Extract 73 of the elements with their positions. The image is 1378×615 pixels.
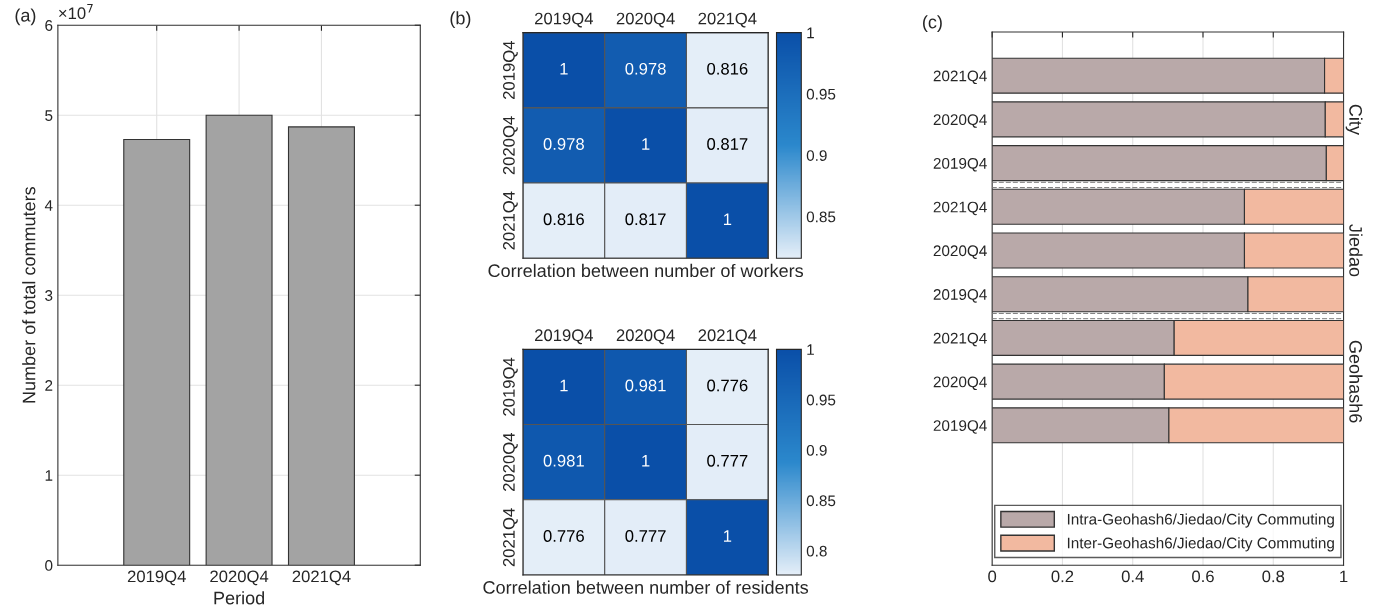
data-label: 0.981 <box>543 454 584 467</box>
y-axis-title: Number of total commuters <box>22 186 36 403</box>
legend-label: Intra-Geohash6/Jiedao/City Commuting <box>1067 513 1334 528</box>
y-tick-label: 2020Q4 <box>933 114 987 128</box>
x-tick-label: 0.4 <box>1121 570 1144 583</box>
data-label: 0.981 <box>625 379 666 392</box>
y-tick-label: 0 <box>45 560 53 571</box>
data-label: 0.816 <box>707 62 748 75</box>
y-tick-label: 2020Q4 <box>502 433 518 491</box>
data-label: 0.817 <box>625 213 666 226</box>
x-tick-label: 2020Q4 <box>616 12 675 28</box>
y-tick-label: 5 <box>45 110 53 121</box>
data-label: 0.817 <box>707 138 748 150</box>
text: Geohash6 <box>1349 340 1363 423</box>
data-label: 1 <box>723 213 732 225</box>
color-bar-label: 0.95 <box>806 88 836 100</box>
text: ×10$^{7}$ <box>59 4 93 20</box>
data-label: 1 <box>560 63 568 75</box>
y-tick-label: 2 <box>45 380 53 391</box>
y-tick-label: 6 <box>45 20 53 31</box>
text: Jiedao <box>1349 224 1363 277</box>
data-label: 0.777 <box>707 454 748 467</box>
data-label: 0.978 <box>543 138 584 150</box>
x-tick-label: 0.8 <box>1262 570 1285 583</box>
x-tick-label: 2020Q4 <box>616 329 675 345</box>
y-tick-label: 1 <box>45 470 53 481</box>
data-label: 1 <box>642 455 650 467</box>
data-label: 0.816 <box>543 213 584 226</box>
y-tick-label: 2020Q4 <box>933 376 987 391</box>
x-tick-label: 0 <box>988 570 997 583</box>
data-label: 1 <box>723 530 732 542</box>
y-tick-label: 2019Q4 <box>933 157 987 172</box>
text: City <box>1345 104 1363 135</box>
x-tick-label: 2021Q4 <box>292 570 351 586</box>
color-bar-label: 0.95 <box>806 394 836 406</box>
text: (b) <box>450 11 471 29</box>
color-bar-label: 1 <box>807 344 814 355</box>
legend-label: Inter-Geohash6/Jiedao/City Commuting <box>1067 537 1334 552</box>
y-tick-label: 2021Q4 <box>933 201 987 216</box>
color-bar-label: 0.9 <box>806 444 827 456</box>
x-axis-title: Correlation between number of workers <box>488 263 804 278</box>
color-bar-label: 0.85 <box>806 211 836 223</box>
x-axis-title: Period <box>214 591 265 605</box>
y-tick-label: 2019Q4 <box>933 289 987 303</box>
data-label: 0.776 <box>543 530 584 542</box>
x-tick-label: 2020Q4 <box>210 570 269 586</box>
x-tick-label: 2019Q4 <box>127 570 186 586</box>
y-tick-label: 3 <box>45 290 53 301</box>
x-tick-label: 0.6 <box>1192 570 1214 583</box>
data-label: 1 <box>560 379 568 392</box>
text: (a) <box>15 8 36 26</box>
text: (c) <box>923 15 942 32</box>
color-bar-label: 1 <box>807 27 814 39</box>
x-tick-label: 2019Q4 <box>535 12 593 28</box>
x-tick-label: 2021Q4 <box>698 12 757 28</box>
y-tick-label: 2021Q4 <box>933 70 987 85</box>
y-tick-label: 4 <box>44 200 53 211</box>
color-bar-label: 0.9 <box>806 150 827 161</box>
y-tick-label: 2021Q4 <box>502 191 518 250</box>
color-bar-label: 0.8 <box>806 545 827 557</box>
y-tick-label: 2020Q4 <box>933 245 987 259</box>
x-tick-label: 0.2 <box>1051 570 1074 583</box>
data-label: 0.776 <box>707 379 748 392</box>
data-label: 1 <box>642 138 650 150</box>
x-tick-label: 2019Q4 <box>535 329 593 345</box>
x-tick-label: 2021Q4 <box>698 329 757 345</box>
x-tick-label: 1 <box>1340 570 1348 583</box>
x-axis-title: Correlation between number of residents <box>483 580 809 594</box>
data-label: 0.777 <box>625 530 666 542</box>
data-label: 0.978 <box>625 62 666 75</box>
color-bar-label: 0.85 <box>806 495 836 507</box>
y-tick-label: 2019Q4 <box>933 420 987 434</box>
y-tick-label: 2020Q4 <box>502 116 518 175</box>
